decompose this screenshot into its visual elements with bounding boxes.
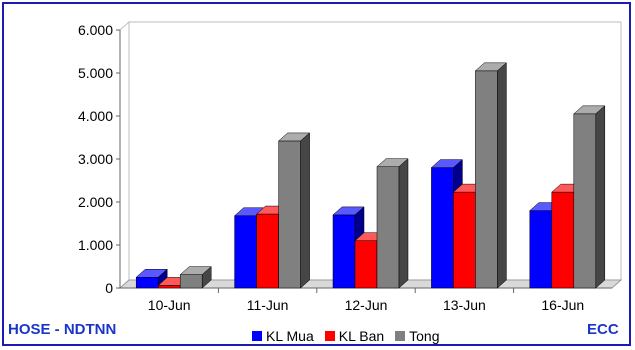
bar-front <box>234 215 257 289</box>
bar-tong-12-jun <box>376 158 409 289</box>
legend-item: KL Mua <box>252 328 314 344</box>
x-tick-label: 16-Jun <box>541 297 584 313</box>
y-axis: 0 1.000 2.000 3.000 4.000 5.000 6.000 <box>78 22 120 296</box>
bar-front <box>529 210 553 289</box>
bar-front <box>475 70 498 289</box>
x-axis: 10-Jun 11-Jun 12-Jun 13-Jun 16-Jun <box>148 288 584 313</box>
bar-front <box>179 274 203 289</box>
legend-item: KL Ban <box>324 328 385 344</box>
bar-front <box>332 214 356 289</box>
y-tick-label: 6.000 <box>78 22 113 38</box>
y-tick-label: 0 <box>105 280 113 296</box>
side-wall <box>119 20 130 290</box>
legend-label: Tong <box>409 328 440 344</box>
bar-front <box>135 277 159 289</box>
legend-swatch <box>324 331 335 341</box>
bar-front <box>157 285 181 289</box>
bar-side <box>201 266 212 289</box>
y-tick-label: 4.000 <box>78 108 113 124</box>
bar-front <box>278 140 301 289</box>
x-tick-label: 11-Jun <box>247 297 289 313</box>
y-tick-label: 5.000 <box>78 65 113 81</box>
legend-label: KL Ban <box>338 328 385 344</box>
bar-tong-13-jun <box>474 62 508 289</box>
legend-swatch <box>395 331 406 341</box>
bar-side <box>300 132 310 289</box>
bar-side <box>398 158 409 289</box>
x-tick-label: 12-Jun <box>345 297 388 313</box>
x-tick-label: 13-Jun <box>443 297 486 313</box>
bar-front <box>453 191 476 289</box>
y-tick-label: 2.000 <box>78 194 113 210</box>
bar-front <box>431 167 454 289</box>
bar-front <box>376 166 400 289</box>
bar-tong-10-jun <box>179 266 212 289</box>
chart-legend: KL Mua KL Ban Tong <box>252 328 451 344</box>
bar-side <box>497 62 507 289</box>
market-label: HOSE - NDTNN <box>8 321 117 338</box>
bar-front <box>256 213 279 289</box>
legend-label: KL Mua <box>266 328 314 344</box>
y-tick-label: 3.000 <box>78 151 113 167</box>
bar-front <box>354 240 378 289</box>
bar-front <box>573 113 597 289</box>
bar-side <box>595 105 606 289</box>
x-tick-label: 10-Jun <box>148 297 191 313</box>
bar-tong-16-jun <box>573 105 606 289</box>
bar-front <box>551 191 575 289</box>
source-label: ECC <box>587 321 619 338</box>
y-tick-label: 1.000 <box>78 237 113 253</box>
legend-swatch <box>252 331 262 341</box>
bar-tong-11-jun <box>277 132 311 289</box>
legend-item: Tong <box>395 328 440 344</box>
bars <box>135 62 606 289</box>
